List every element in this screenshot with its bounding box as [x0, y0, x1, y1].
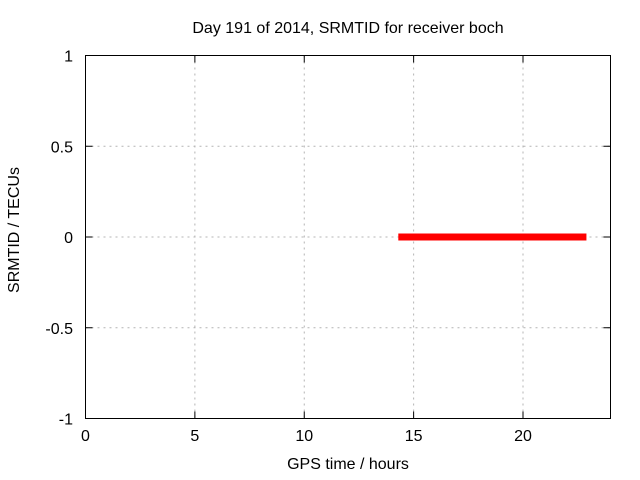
x-tick-label: 15: [405, 428, 423, 445]
x-axis-label: GPS time / hours: [287, 456, 409, 473]
y-axis-label: SRMTID / TECUs: [6, 167, 23, 293]
y-tick-label: 0.5: [51, 139, 73, 156]
x-tick-label: 20: [514, 428, 532, 445]
x-tick-label: 5: [190, 428, 199, 445]
chart-title: Day 191 of 2014, SRMTID for receiver boc…: [192, 20, 503, 37]
y-tick-label: 1: [64, 49, 73, 66]
x-tick-label: 10: [295, 428, 313, 445]
y-tick-label: -0.5: [45, 321, 73, 338]
y-tick-label: 0: [64, 230, 73, 247]
x-tick-label: 0: [81, 428, 90, 445]
y-tick-label: -1: [59, 412, 73, 429]
